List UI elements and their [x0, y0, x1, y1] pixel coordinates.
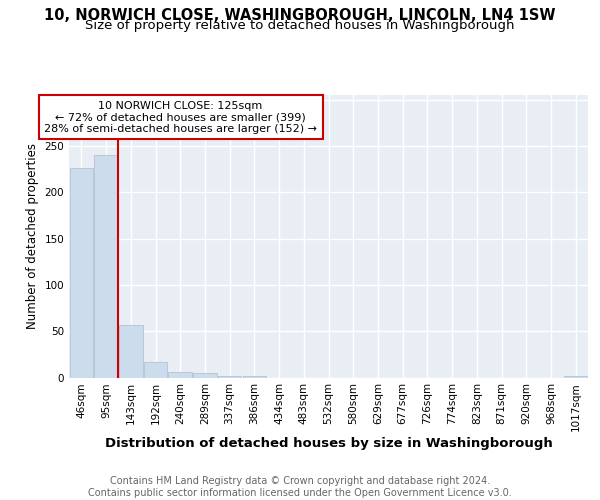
Bar	[242, 376, 266, 378]
Bar	[193, 373, 217, 378]
Bar	[169, 372, 192, 378]
Text: Contains HM Land Registry data © Crown copyright and database right 2024.
Contai: Contains HM Land Registry data © Crown c…	[88, 476, 512, 498]
Bar	[70, 168, 93, 378]
Y-axis label: Number of detached properties: Number of detached properties	[26, 143, 39, 329]
Text: 10, NORWICH CLOSE, WASHINGBOROUGH, LINCOLN, LN4 1SW: 10, NORWICH CLOSE, WASHINGBOROUGH, LINCO…	[44, 8, 556, 22]
Bar	[119, 324, 143, 378]
X-axis label: Distribution of detached houses by size in Washingborough: Distribution of detached houses by size …	[104, 436, 553, 450]
Bar	[218, 376, 241, 378]
Text: 10 NORWICH CLOSE: 125sqm
← 72% of detached houses are smaller (399)
28% of semi-: 10 NORWICH CLOSE: 125sqm ← 72% of detach…	[44, 100, 317, 134]
Bar	[564, 376, 587, 378]
Bar	[94, 155, 118, 378]
Text: Size of property relative to detached houses in Washingborough: Size of property relative to detached ho…	[85, 18, 515, 32]
Bar	[144, 362, 167, 378]
